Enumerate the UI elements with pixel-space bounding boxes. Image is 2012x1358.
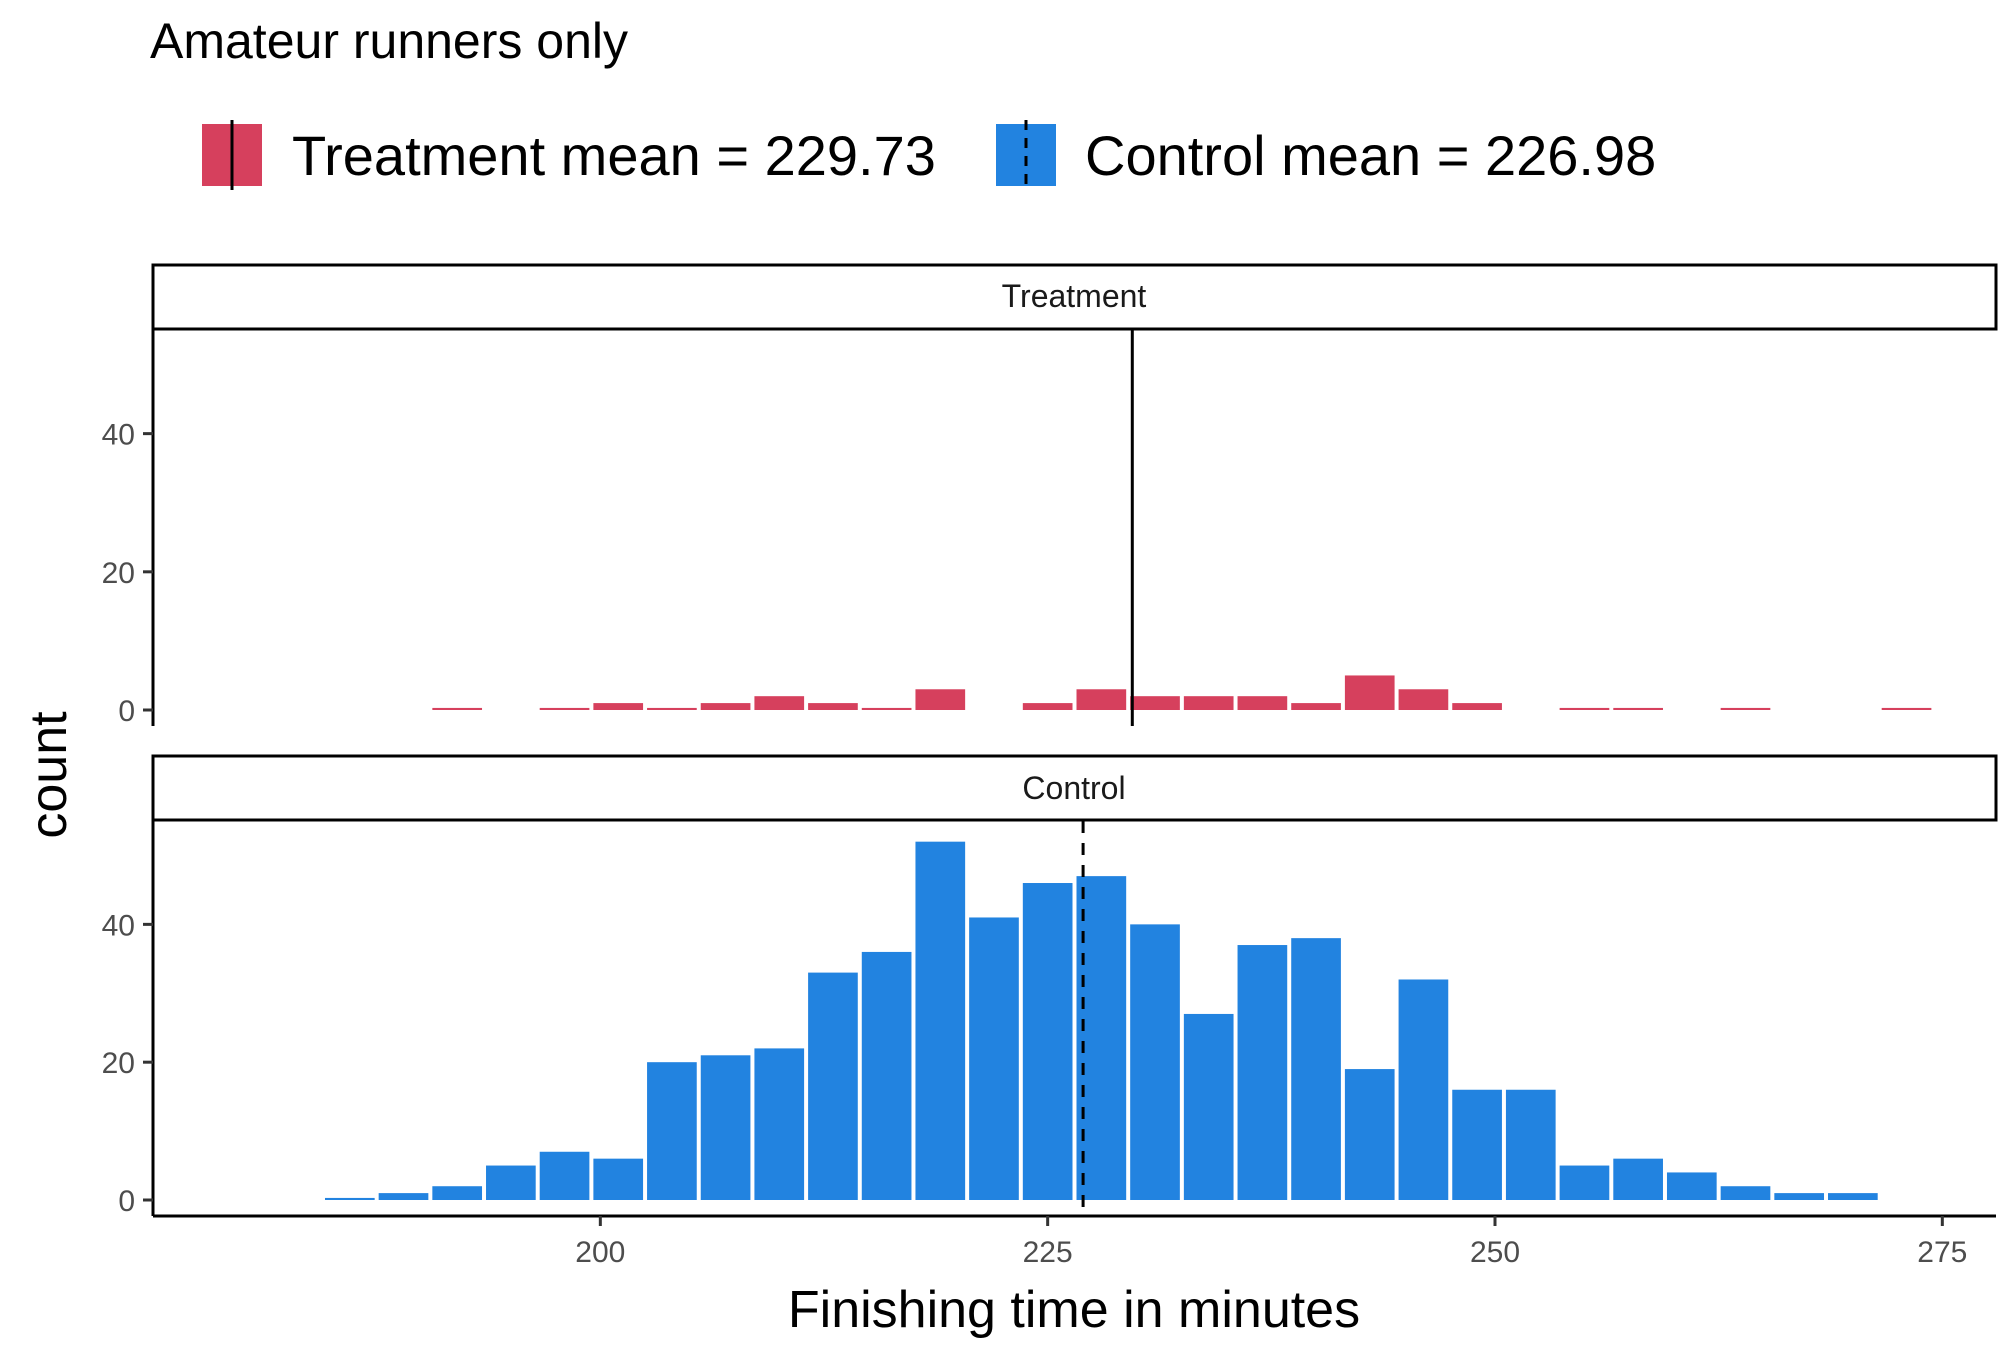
bar-control	[700, 1055, 751, 1200]
bar-control	[593, 1158, 644, 1200]
bar-treatment	[593, 703, 644, 710]
legend-entry-control: Control mean = 226.98	[996, 120, 1656, 190]
bar-control	[808, 972, 858, 1200]
x-tick-label: 250	[1470, 1236, 1520, 1269]
bar-control	[1183, 1013, 1234, 1200]
bar-control	[1452, 1089, 1502, 1200]
legend-label-control: Control mean = 226.98	[1085, 124, 1656, 187]
y-tick-label-control: 20	[102, 1047, 135, 1080]
chart-title: Amateur runners only	[150, 13, 628, 69]
bar-control	[1613, 1158, 1663, 1200]
bar-control	[486, 1165, 536, 1200]
facet-strip-treatment: Treatment	[151, 263, 1998, 331]
bar-treatment	[1130, 696, 1180, 710]
bar-treatment	[539, 707, 590, 710]
bar-treatment	[754, 696, 805, 710]
bar-control	[539, 1151, 590, 1200]
bar-control	[969, 917, 1019, 1200]
bar-treatment	[647, 707, 697, 710]
bar-treatment	[1291, 703, 1341, 710]
bar-treatment	[1183, 696, 1234, 710]
bar-control	[1291, 938, 1341, 1200]
panel-treatment: 0 20 40	[102, 330, 1932, 728]
legend-entry-treatment: Treatment mean = 229.73	[202, 120, 936, 190]
y-tick-label-control: 40	[102, 909, 135, 942]
bar-control	[1022, 883, 1073, 1200]
bar-control	[1076, 876, 1127, 1200]
bar-control	[1666, 1172, 1717, 1200]
bar-control	[324, 1197, 375, 1200]
x-axis-title: Finishing time in minutes	[788, 1281, 1360, 1339]
bar-treatment	[1613, 707, 1663, 710]
bar-control	[1130, 924, 1180, 1200]
bar-control	[378, 1193, 429, 1200]
bar-treatment	[432, 707, 483, 710]
bar-treatment	[1720, 707, 1771, 710]
bar-control	[1505, 1089, 1556, 1200]
facet-strip-control: Control	[151, 754, 1998, 822]
y-tick-label-treatment: 0	[118, 695, 135, 728]
bar-treatment	[1559, 707, 1610, 710]
bar-control	[1559, 1165, 1610, 1200]
bar-treatment	[1022, 703, 1073, 710]
bar-treatment	[1398, 689, 1449, 710]
legend: Treatment mean = 229.73 Control mean = 2…	[202, 120, 1656, 190]
legend-label-treatment: Treatment mean = 229.73	[292, 124, 936, 187]
x-tick-label: 225	[1023, 1236, 1073, 1269]
y-tick-label-treatment: 20	[102, 557, 135, 590]
x-tick-label: 200	[575, 1236, 625, 1269]
facet-label-treatment: Treatment	[1002, 278, 1147, 314]
bar-treatment	[700, 703, 751, 710]
x-tick-label: 275	[1917, 1236, 1967, 1269]
bar-control	[754, 1048, 805, 1200]
bar-treatment	[808, 703, 858, 710]
bar-treatment	[1076, 689, 1127, 710]
bar-control	[1774, 1193, 1825, 1200]
bar-treatment	[861, 707, 912, 710]
facet-label-control: Control	[1022, 770, 1125, 806]
bar-control	[647, 1062, 697, 1200]
bar-treatment	[1881, 707, 1932, 710]
bar-control	[1237, 945, 1288, 1200]
bar-control	[432, 1186, 483, 1200]
bar-treatment	[1344, 675, 1395, 710]
bar-control	[861, 951, 912, 1200]
bar-treatment	[915, 689, 966, 710]
y-axis-title: count	[20, 711, 78, 839]
y-tick-label-control: 0	[118, 1185, 135, 1218]
bar-control	[915, 841, 966, 1200]
bar-treatment	[1452, 703, 1502, 710]
bar-control	[1828, 1193, 1878, 1200]
panel-control: 0 20 40	[102, 821, 1878, 1218]
bar-treatment	[1237, 696, 1288, 710]
bar-control	[1344, 1069, 1395, 1200]
y-tick-label-treatment: 40	[102, 419, 135, 452]
bar-control	[1398, 979, 1449, 1200]
bar-control	[1720, 1186, 1771, 1200]
x-axis: 200 225 250 275	[153, 1214, 1996, 1269]
